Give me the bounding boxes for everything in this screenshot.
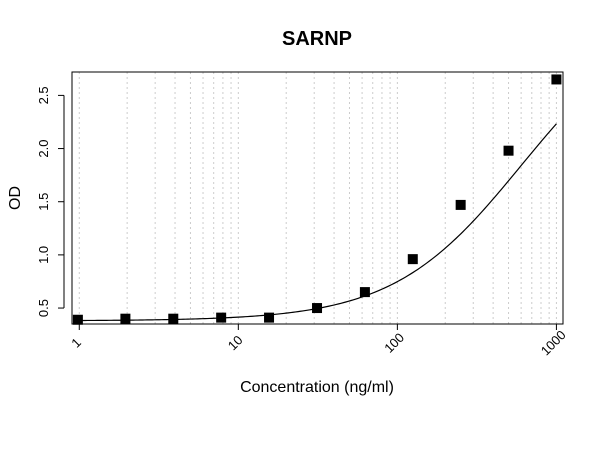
data-points <box>72 74 562 325</box>
data-point <box>455 199 466 210</box>
chart-title: SARNP <box>282 28 352 50</box>
y-tick-label: 0.5 <box>36 299 51 317</box>
data-point <box>407 254 418 265</box>
grid <box>78 72 557 324</box>
data-point <box>216 312 227 323</box>
x-axis-label: Concentration (ng/ml) <box>240 379 394 396</box>
data-point <box>359 287 370 298</box>
data-point <box>312 303 323 314</box>
fit-curve <box>77 123 557 322</box>
data-point <box>264 312 275 323</box>
plot-frame <box>71 71 564 325</box>
x-tick-label: 100 <box>381 330 407 356</box>
y-tick-label: 1.0 <box>36 246 51 264</box>
x-tick-label: 1000 <box>538 327 569 358</box>
x-axis: 1 10 100 1000 <box>68 324 569 358</box>
data-point <box>120 313 131 324</box>
data-point <box>168 313 179 324</box>
y-tick-label: 1.5 <box>36 193 51 211</box>
data-point <box>72 314 83 325</box>
y-axis: 0.5 1.0 1.5 2.0 2.5 <box>36 86 65 317</box>
data-point <box>551 74 562 85</box>
x-tick-label: 10 <box>225 332 246 353</box>
x-tick-label: 1 <box>68 335 84 351</box>
y-tick-label: 2.5 <box>36 86 51 104</box>
y-axis-label: OD <box>7 186 24 210</box>
y-tick-label: 2.0 <box>36 140 51 158</box>
data-point <box>503 145 514 156</box>
